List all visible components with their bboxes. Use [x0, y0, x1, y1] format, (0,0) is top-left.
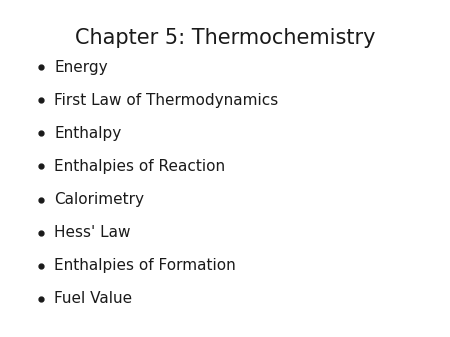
Text: Enthalpies of Reaction: Enthalpies of Reaction [54, 159, 225, 174]
Text: Hess' Law: Hess' Law [54, 225, 130, 240]
Text: Enthalpies of Formation: Enthalpies of Formation [54, 258, 236, 273]
Text: Energy: Energy [54, 60, 108, 75]
Text: Calorimetry: Calorimetry [54, 192, 144, 207]
Text: Fuel Value: Fuel Value [54, 291, 132, 306]
Text: Enthalpy: Enthalpy [54, 126, 121, 141]
Text: Chapter 5: Thermochemistry: Chapter 5: Thermochemistry [75, 28, 375, 48]
Text: First Law of Thermodynamics: First Law of Thermodynamics [54, 93, 278, 108]
